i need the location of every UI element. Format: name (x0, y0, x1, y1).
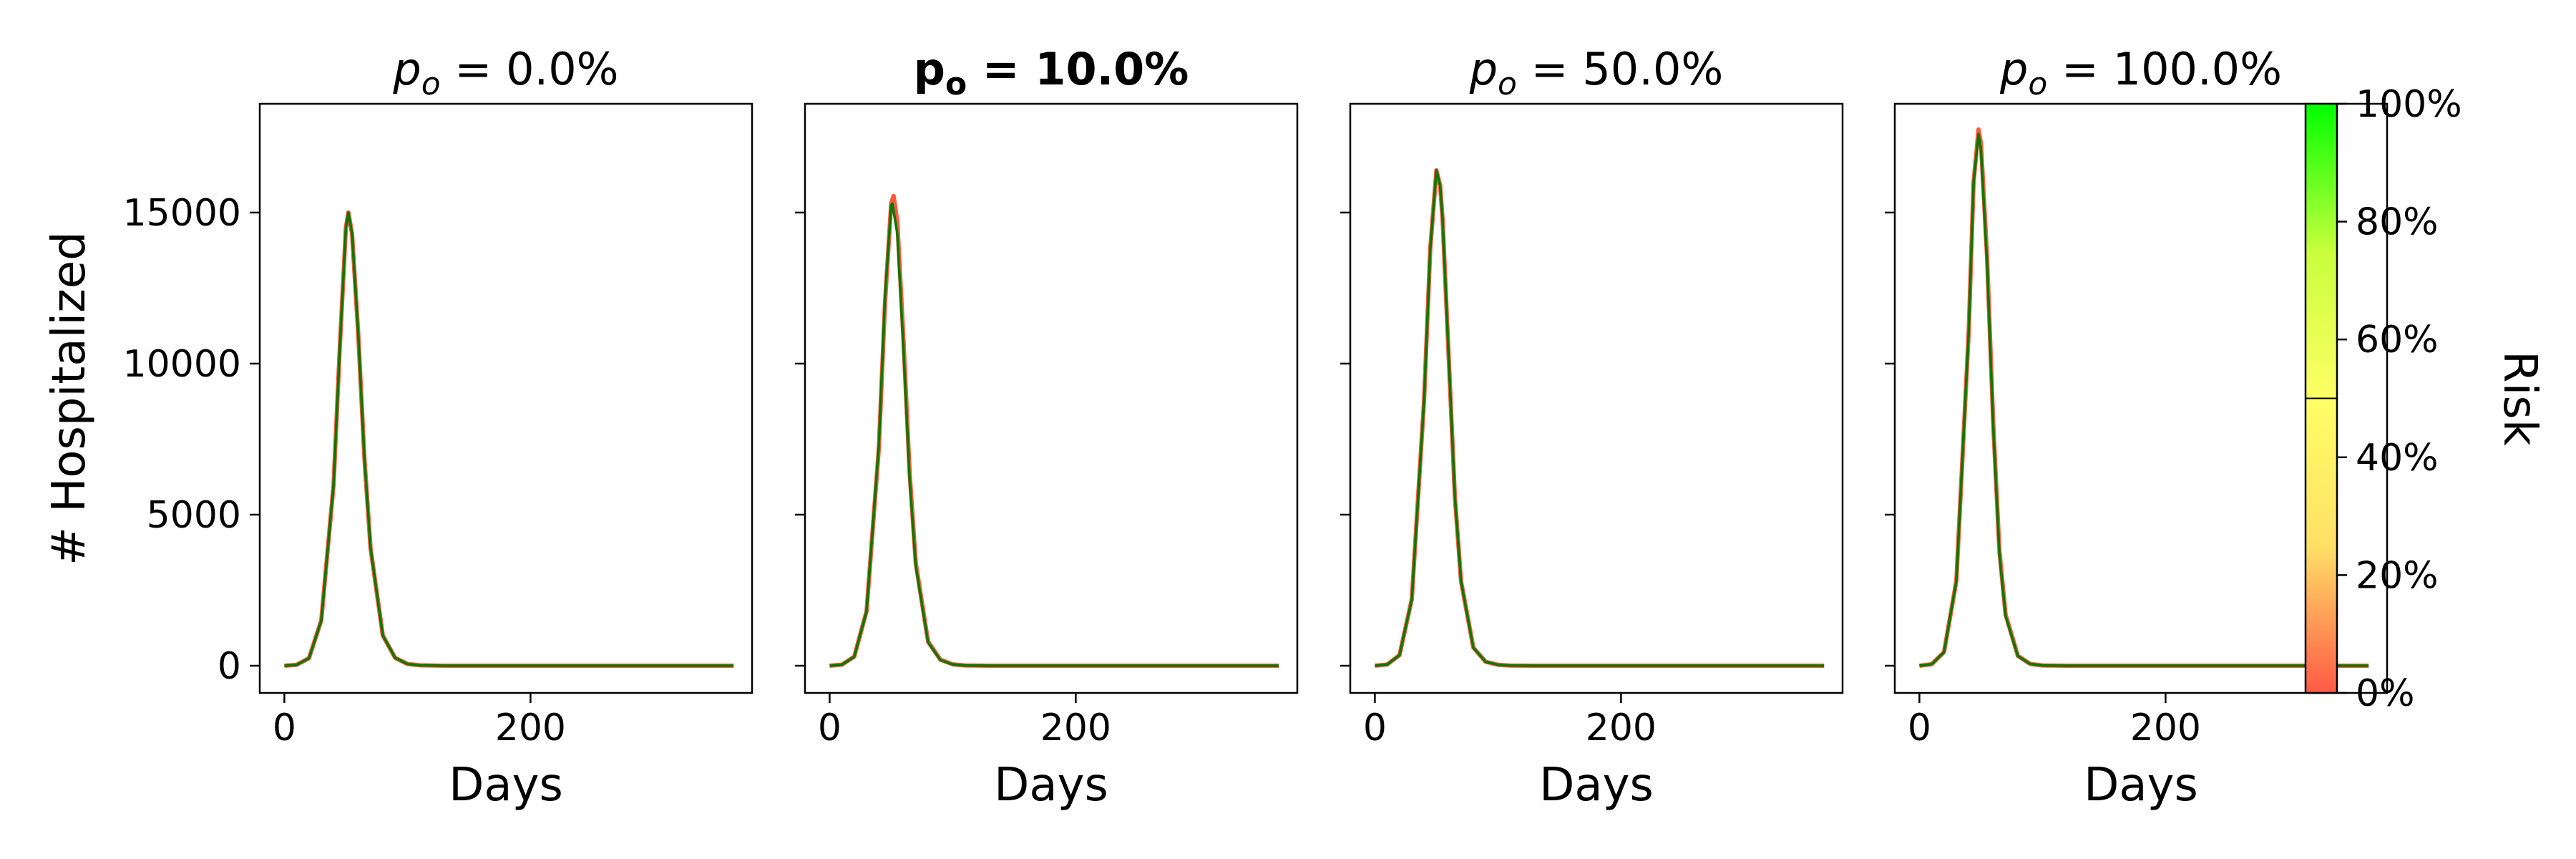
y-tick-label: 15000 (123, 192, 241, 235)
title-subscript: o (1498, 66, 1517, 102)
panel-4: 0 200 Days po = 100.0% (1885, 43, 2389, 812)
title-subscript: o (945, 66, 967, 102)
title-symbol: p (914, 43, 945, 95)
title-subscript: o (421, 66, 441, 102)
y-tick-label: 5000 (147, 494, 241, 537)
colorbar-tick-label: 100% (2356, 83, 2462, 126)
title-value: 10.0% (1035, 43, 1189, 95)
colorbar: 0% 20% 40% 60% 80% 100% Risk (2304, 83, 2546, 715)
axes-frame (1349, 102, 1844, 694)
panel-2: 0 200 Days po = 10.0% (795, 43, 1299, 812)
x-tick-label: 0 (1363, 707, 1387, 749)
title-equals: = (441, 43, 506, 95)
title-symbol: p (1999, 43, 2028, 95)
axes-frame (258, 102, 753, 694)
y-tick-label: 10000 (123, 343, 241, 386)
series-line-2 (1919, 132, 2369, 667)
x-axis-label: Days (2084, 759, 2198, 812)
colorbar-tick-label: 20% (2356, 554, 2439, 597)
axes-frame (1893, 102, 2389, 694)
panel-title: po = 100.0% (1999, 43, 2282, 102)
panel-1: 0 200 0 5000 10000 15000 Days # Hospitalized po … (43, 43, 753, 812)
title-equals: = (967, 43, 1035, 95)
x-axis-label: Days (1539, 759, 1654, 812)
colorbar-tick-label: 60% (2356, 319, 2439, 361)
series-line-1 (1919, 127, 2369, 668)
x-tick-label: 0 (273, 707, 296, 749)
y-axis-label: # Hospitalized (43, 231, 96, 565)
y-tick-label: 0 (218, 645, 241, 688)
title-value: 0.0% (506, 43, 619, 95)
panel-title: po = 50.0% (1469, 43, 1724, 102)
title-equals: = (2047, 43, 2112, 95)
panel-title: po = 10.0% (914, 43, 1189, 102)
x-tick-label: 200 (1586, 707, 1657, 749)
title-symbol: p (392, 43, 421, 95)
title-value: 50.0% (1582, 43, 1723, 95)
x-axis-label: Days (449, 759, 563, 812)
series-line-2 (1375, 169, 1825, 667)
colorbar-label: Risk (2493, 351, 2546, 446)
series-line-1 (829, 193, 1279, 668)
x-tick-label: 200 (1040, 707, 1111, 749)
title-equals: = (1517, 43, 1582, 95)
colorbar-tick-label: 0% (2356, 672, 2415, 715)
x-tick-label: 0 (1908, 707, 1931, 749)
series-line-1 (1375, 168, 1825, 668)
series-line-1 (284, 210, 734, 668)
colorbar-tick-label: 40% (2356, 437, 2439, 480)
x-tick-label: 0 (818, 707, 841, 749)
x-axis-label: Days (994, 759, 1108, 812)
panel-3: 0 200 Days po = 50.0% (1340, 43, 1844, 812)
x-tick-label: 200 (2130, 707, 2201, 749)
title-value: 100.0% (2113, 43, 2282, 95)
axes-frame (804, 102, 1299, 694)
series-line-2 (284, 211, 734, 667)
panels: 0 200 0 5000 10000 15000 Days # Hospitalized po … (43, 43, 2389, 812)
x-tick-label: 200 (495, 707, 566, 749)
series-line-2 (829, 202, 1279, 667)
title-symbol: p (1469, 43, 1498, 95)
title-subscript: o (2028, 66, 2047, 102)
colorbar-tick-label: 80% (2356, 201, 2439, 244)
panel-title: po = 0.0% (392, 43, 618, 102)
